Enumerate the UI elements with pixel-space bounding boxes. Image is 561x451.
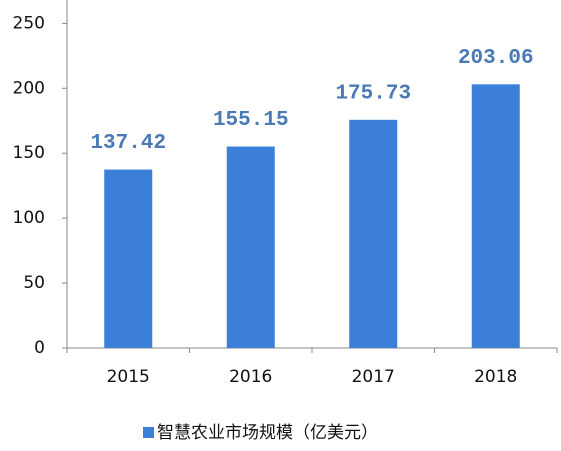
legend-swatch: [143, 427, 154, 438]
y-tick-label: 0: [34, 338, 45, 358]
y-tick-label: 50: [23, 273, 45, 293]
value-label: 137.42: [90, 132, 166, 155]
bar: [471, 84, 520, 348]
bar: [349, 119, 398, 348]
value-label: 203.06: [458, 47, 534, 70]
x-tick-label: 2018: [474, 367, 517, 387]
x-tick-label: 2017: [352, 367, 395, 387]
x-tick-label: 2015: [107, 367, 150, 387]
x-tick-label: 2016: [229, 367, 272, 387]
bar: [226, 146, 275, 348]
value-label: 175.73: [335, 82, 411, 105]
y-tick-label: 200: [13, 78, 45, 98]
value-label: 155.15: [213, 109, 289, 132]
y-tick-label: 100: [13, 208, 45, 228]
y-tick-label: 150: [13, 143, 45, 163]
legend-label: 智慧农业市场规模（亿美元）: [157, 423, 378, 443]
y-tick-label: 250: [13, 13, 45, 33]
bar: [104, 169, 153, 348]
